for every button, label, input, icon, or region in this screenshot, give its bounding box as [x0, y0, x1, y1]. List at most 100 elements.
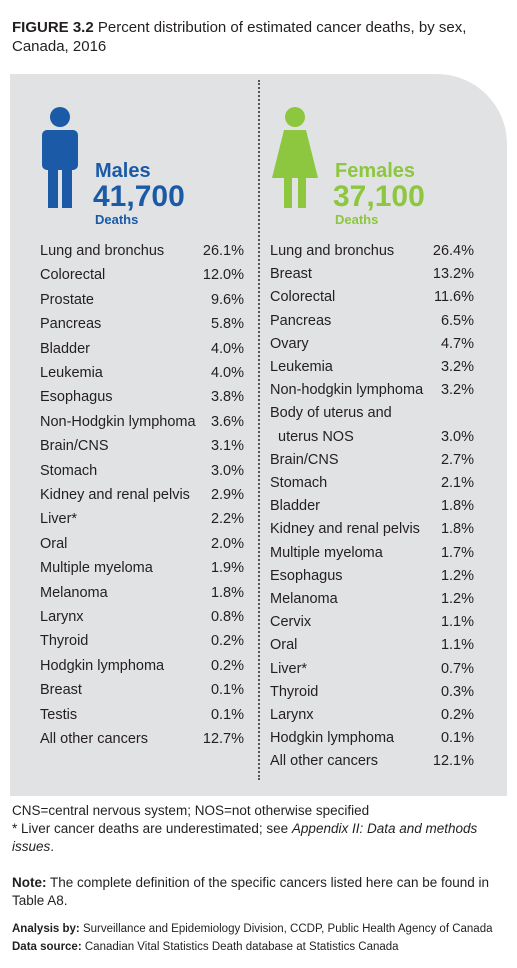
females-heading: Females	[335, 160, 416, 182]
percent: 1.8%	[210, 584, 244, 601]
percent: 0.2%	[210, 633, 244, 650]
text: Surveillance and Epidemiology Division, …	[82, 923, 493, 935]
male-icon	[42, 107, 78, 208]
percent: 3.0%	[210, 462, 244, 479]
percent: 1.2%	[440, 567, 474, 584]
abbreviations: CNS=central nervous system; NOS=not othe…	[12, 803, 370, 818]
figure-title: FIGURE 3.2 Percent distribution of estim…	[12, 18, 507, 56]
cancer-label: All other cancers	[40, 731, 148, 747]
cancer-label: Leukemia	[270, 359, 333, 375]
females-count: 37,100	[333, 180, 425, 213]
text: * Liver cancer deaths are underestimated…	[12, 821, 292, 836]
cancer-label: Stomach	[40, 462, 98, 479]
cancer-label: Non-hodgkin lymphoma	[270, 382, 424, 399]
source: Data source: Canadian Vital Statistics D…	[12, 938, 507, 956]
liver-note: * Liver cancer deaths are underestimated…	[12, 820, 507, 856]
percent: 2.7%	[440, 451, 474, 468]
cancer-label: Lung and bronchus	[270, 243, 395, 259]
cancer-label: Bladder	[270, 498, 320, 515]
cancer-label: Testis	[40, 706, 78, 723]
males-unit: Deaths	[95, 212, 139, 227]
percent: 1.8%	[440, 498, 474, 515]
percent: 1.1%	[440, 637, 474, 654]
females-unit: Deaths	[335, 212, 379, 227]
percent: 13.2%	[432, 266, 474, 283]
text: Appendix II: Data and methods issues	[12, 821, 478, 854]
cancer-label: Pancreas	[270, 312, 332, 329]
percent: 4.0%	[210, 340, 244, 357]
percent: 2.1%	[440, 475, 474, 491]
cancer-label: Oral	[40, 535, 68, 552]
text: .	[50, 839, 55, 854]
cancer-label: uterus NOS	[278, 428, 354, 445]
percent: 1.9%	[210, 560, 244, 577]
cancer-label: Brain/CNS	[270, 451, 339, 468]
cancer-label: Liver*	[270, 660, 308, 677]
cancer-label: Oral	[270, 637, 298, 654]
cancer-label: Kidney and renal pelvis	[40, 487, 190, 503]
percent: 1.8%	[440, 521, 474, 538]
cancer-label: Colorectal	[40, 267, 106, 284]
percent: 2.0%	[210, 535, 244, 552]
cancer-label: Larynx	[270, 707, 314, 723]
percent: 1.1%	[440, 614, 474, 631]
percent: 3.2%	[440, 382, 474, 399]
cancer-label: Hodgkin lymphoma	[270, 730, 395, 747]
cancer-label: Breast	[40, 682, 82, 699]
cancer-label: Kidney and renal pelvis	[270, 521, 420, 538]
percent: 12.1%	[432, 753, 474, 770]
label: Data source:	[12, 941, 82, 953]
percent: 9.6%	[210, 291, 244, 308]
percent: 0.1%	[210, 682, 244, 699]
cancer-label: Melanoma	[40, 584, 108, 601]
percent: 0.7%	[440, 660, 474, 677]
percent: 26.1%	[202, 243, 244, 259]
percent: 4.7%	[440, 335, 474, 352]
cancer-label: Larynx	[40, 609, 84, 625]
percent: 6.5%	[440, 312, 474, 329]
cancer-label: Hodgkin lymphoma	[40, 657, 165, 674]
percent: 0.1%	[440, 730, 474, 747]
percent: 3.8%	[210, 389, 244, 406]
cancer-label: Thyroid	[40, 633, 89, 650]
title-text: Percent distribution of estimated cancer…	[12, 19, 467, 55]
divider	[258, 80, 260, 780]
note: Note: The complete definition of the spe…	[12, 874, 507, 910]
analysis: Analysis by: Surveillance and Epidemiolo…	[12, 920, 507, 938]
cancer-label: Colorectal	[270, 289, 336, 306]
cancer-label: Cervix	[270, 614, 312, 631]
percent: 3.1%	[210, 438, 244, 455]
percent: 3.6%	[210, 413, 244, 430]
percent: 0.2%	[210, 657, 244, 674]
cancer-label: Multiple myeloma	[40, 560, 153, 577]
cancer-label: Non-Hodgkin lymphoma	[40, 413, 196, 430]
cancer-label: Esophagus	[270, 567, 343, 584]
female-icon	[272, 107, 318, 208]
cancer-label: Breast	[270, 266, 312, 283]
cancer-label: All other cancers	[270, 753, 378, 770]
cancer-label: Thyroid	[270, 683, 319, 700]
cancer-label: Prostate	[40, 291, 94, 308]
percent: 5.8%	[210, 316, 244, 333]
cancer-label: Bladder	[40, 340, 90, 357]
percent: 2.2%	[210, 511, 244, 528]
males-heading: Males	[95, 160, 151, 182]
percent: 2.9%	[210, 487, 244, 503]
cancer-label: Esophagus	[40, 389, 113, 406]
percent: 1.7%	[440, 544, 474, 561]
percent: 4.0%	[210, 365, 244, 381]
percent: 26.4%	[432, 243, 474, 259]
percent: 12.7%	[202, 731, 244, 747]
figure-number: FIGURE 3.2	[12, 19, 94, 36]
label: Analysis by:	[12, 923, 80, 935]
cancer-label: Pancreas	[40, 316, 102, 333]
cancer-label: Liver*	[40, 511, 78, 528]
cancer-label: Stomach	[270, 475, 328, 491]
cancer-label: Lung and bronchus	[40, 243, 165, 259]
text: The complete definition of the specific …	[12, 875, 490, 908]
percent: 0.1%	[210, 706, 244, 723]
text: Canadian Vital Statistics Death database…	[84, 941, 399, 953]
percent: 0.8%	[210, 609, 244, 625]
percent: 12.0%	[202, 267, 244, 284]
